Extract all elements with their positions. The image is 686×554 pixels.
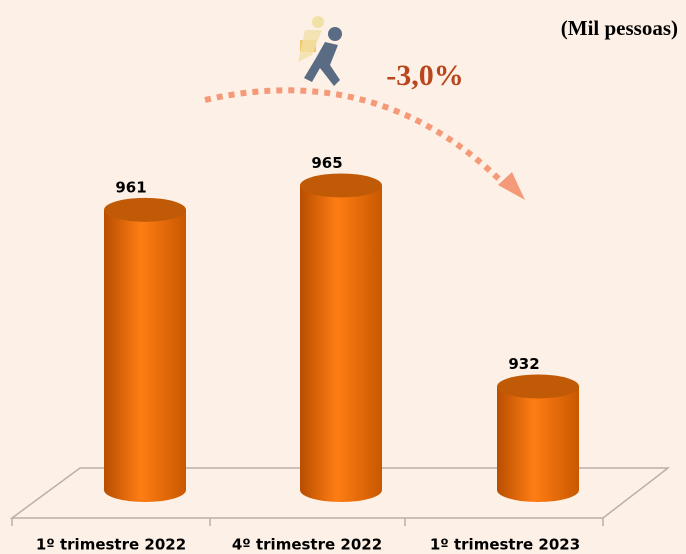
value-label: 932	[508, 355, 539, 373]
runner-icon	[298, 16, 342, 86]
bar	[300, 185, 382, 503]
bar-top	[497, 374, 579, 399]
x-tick-label: 1º trimestre 2022	[36, 536, 186, 554]
bar-top	[300, 173, 382, 198]
unit-label: (Mil pessoas)	[561, 16, 678, 40]
bar	[497, 386, 579, 502]
x-tick-label: 4º trimestre 2022	[232, 536, 382, 554]
bar	[104, 209, 186, 502]
value-label: 961	[115, 178, 146, 196]
value-label: 965	[311, 154, 342, 172]
x-tick-label: 1º trimestre 2023	[430, 536, 580, 554]
change-annotation: -3,0%	[386, 59, 464, 92]
category-separators	[11, 518, 604, 526]
arrow-head	[498, 172, 525, 200]
trend-arrow	[204, 87, 508, 188]
bar-top	[104, 197, 186, 222]
